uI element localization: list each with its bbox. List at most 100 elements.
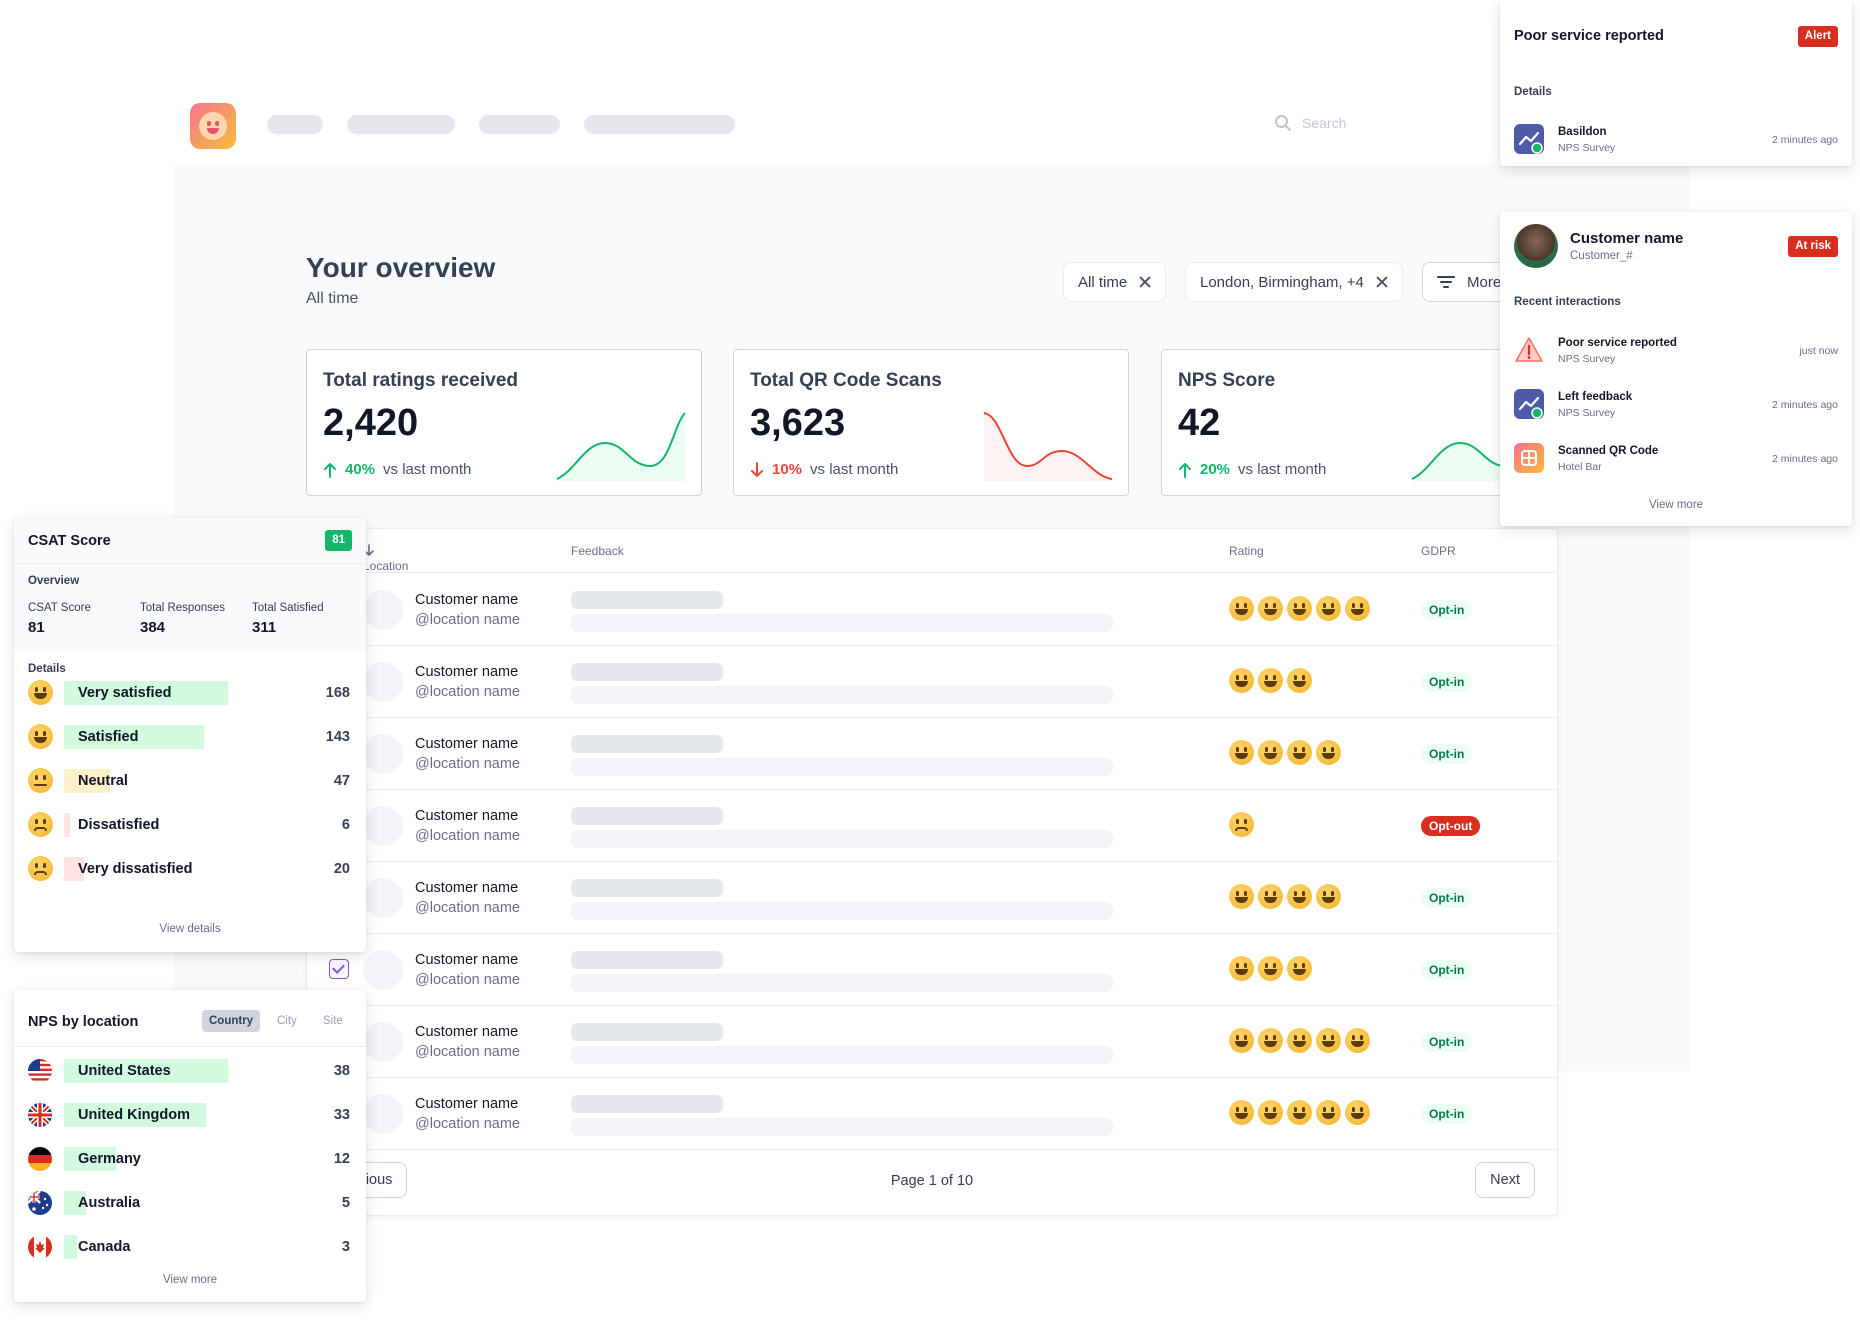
gdpr-badge: Opt-in [1421,888,1473,908]
customer-name: Customer name [1570,230,1684,247]
table-row[interactable]: Customer name @location name Opt-out [307,790,1557,862]
happy-face-icon [1345,1028,1370,1053]
stat-card-qr-scans: Total QR Code Scans 3,623 10% vs last mo… [733,349,1129,496]
column-header-feedback: Feedback [571,544,624,558]
segment-city[interactable]: City [277,1015,297,1027]
happy-face-icon [28,680,53,705]
happy-face-icon [1287,596,1312,621]
nav-item[interactable] [267,115,323,134]
alert-card[interactable]: Poor service reported Alert Details Basi… [1500,0,1852,166]
filter-icon [1437,276,1455,288]
interaction-time: 2 minutes ago [1772,399,1838,411]
happy-face-icon [1316,884,1341,909]
location-handle: @location name [415,684,520,700]
feedback-placeholder [571,686,1113,704]
happy-face-icon [1316,740,1341,765]
stat-delta-text: vs last month [383,461,472,478]
feedback-placeholder [571,614,1113,632]
interaction-time: just now [1799,345,1838,357]
recent-interactions-label: Recent interactions [1514,296,1621,308]
nav-item[interactable] [347,115,455,134]
avatar [363,662,403,702]
feedback-placeholder [571,1095,723,1113]
table-row[interactable]: Customer name @location name Opt-in [307,646,1557,718]
csat-title: CSAT Score [28,533,111,549]
happy-face-icon [1345,1100,1370,1125]
csat-item-count: 20 [333,861,350,877]
stat-delta: 20% vs last month [1178,461,1326,478]
customer-name: Customer name [415,1024,519,1040]
csat-overview-panel [14,518,366,652]
kpi-value: 81 [28,619,45,636]
gdpr-badge: Opt-in [1421,1032,1473,1052]
page-subtitle: All time [306,290,359,307]
customer-name: Customer name [415,952,519,968]
location-handle: @location name [415,1116,520,1132]
arrow-up-icon [324,462,336,478]
close-icon[interactable] [1139,276,1151,288]
smiley-icon [199,112,227,140]
happy-face-icon [1287,740,1312,765]
row-checkbox[interactable] [329,959,349,979]
table-row[interactable]: Customer name @location name Opt-in [307,934,1557,1006]
table-row[interactable]: Customer name @location name Opt-in [307,718,1557,790]
search-input[interactable]: Search [1274,114,1346,132]
filter-chip-location[interactable]: London, Birmingham, +4 [1185,262,1403,302]
nps-bar [64,1103,206,1127]
risk-badge: At risk [1788,236,1838,257]
stat-delta-text: vs last month [810,461,899,478]
feedback-placeholder [571,902,1113,920]
filter-chip-time[interactable]: All time [1063,262,1167,302]
table-row[interactable]: Customer name @location name Opt-in [307,1078,1557,1150]
avatar [363,950,403,990]
nps-item-count: 3 [341,1239,350,1255]
more-filters-label: More [1467,273,1502,291]
canada-flag-icon [28,1235,52,1259]
gdpr-badge: Opt-in [1421,744,1473,764]
rating-display [1229,740,1341,765]
happy-face-icon [1287,1028,1312,1053]
stat-delta-percent: 10% [772,461,803,478]
nav-item[interactable] [479,115,560,134]
stat-value: 2,420 [323,402,419,444]
gdpr-badge: Opt-in [1421,672,1473,692]
app-logo[interactable] [190,103,236,149]
happy-face-icon [1229,956,1254,981]
csat-breakdown-item: Dissatisfied 6 [28,812,350,838]
next-button[interactable]: Next [1475,1162,1535,1198]
arrow-down-icon [751,461,763,477]
customer-card[interactable]: Customer name Customer_# At risk Recent … [1500,212,1852,526]
feedback-placeholder [571,1118,1113,1136]
csat-item-count: 6 [341,817,350,833]
happy-face-icon [1258,668,1283,693]
filter-chip-label: All time [1078,273,1128,291]
nps-location-card: NPS by location Country City Site United… [14,990,366,1302]
segment-site[interactable]: Site [323,1015,343,1027]
csat-card: CSAT Score 81 Overview CSAT Score 81 Tot… [14,518,366,952]
stat-delta-text: vs last month [1238,461,1327,478]
happy-face-icon [1258,596,1283,621]
happy-face-icon [1316,1028,1341,1053]
stat-title: Total QR Code Scans [750,370,942,391]
view-details-link[interactable]: View details [159,923,221,935]
table-row[interactable]: Customer name @location name Opt-in [307,862,1557,934]
table-row[interactable]: Customer name @location name Opt-in [307,1006,1557,1078]
details-label: Details [28,663,66,675]
kpi-value: 384 [140,619,166,636]
happy-face-icon [1316,1100,1341,1125]
segment-country[interactable]: Country [202,1010,261,1032]
csat-bar [64,813,70,837]
view-more-link[interactable]: View more [1648,499,1704,511]
rating-display [1229,668,1312,693]
close-icon[interactable] [1376,276,1388,288]
stat-value: 42 [1178,402,1221,444]
column-header-location[interactable]: Location [363,544,408,573]
nps-item-count: 38 [333,1063,350,1079]
feedback-placeholder [571,1023,723,1041]
view-more-link[interactable]: View more [162,1274,218,1286]
table-row[interactable]: Customer name @location name Opt-in [307,574,1557,646]
avatar [363,806,403,846]
csat-breakdown-item: Very dissatisfied 20 [28,856,350,882]
nav-item[interactable] [584,115,735,134]
location-handle: @location name [415,612,520,628]
